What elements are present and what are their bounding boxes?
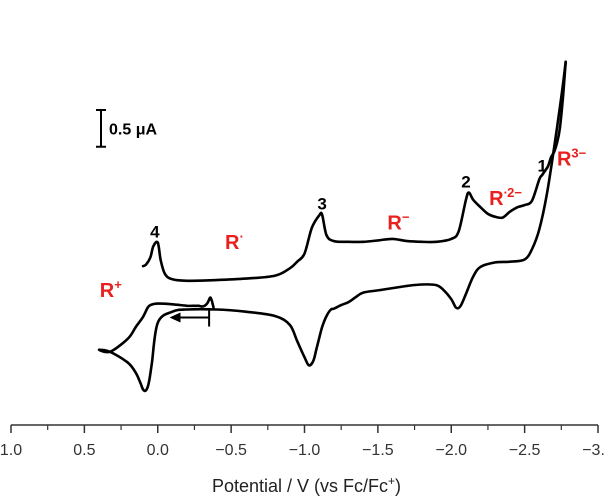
x-tick-label: −1.0 — [289, 442, 321, 459]
arrow-head — [169, 312, 181, 323]
peak-label-4: 4 — [150, 222, 160, 241]
cv-reverse-scan-line — [141, 60, 567, 283]
species-label: R+ — [100, 277, 122, 302]
scale-bar-label: 0.5 μA — [109, 121, 157, 138]
peak-label-1: 1 — [538, 156, 547, 175]
peak-labels: 1 2 3 4 — [150, 156, 547, 241]
x-tick-label: 0.5 — [73, 442, 95, 459]
current-scale-bar: 0.5 μA — [96, 109, 157, 148]
x-axis: 1.0 0.5 0.0 −0.5 −1.0 −1.5 −2.0 −2.5 −3.0 — [0, 424, 605, 459]
peak-label-2: 2 — [461, 172, 470, 191]
species-labels: R3− R∙2− R− R∙ R+ — [100, 145, 587, 302]
x-tick-label: 1.0 — [0, 442, 22, 459]
x-tick-label: 0.0 — [147, 442, 169, 459]
x-tick-label: −1.5 — [362, 442, 394, 459]
scan-direction-arrow — [169, 308, 211, 327]
x-tick-label: −2.0 — [435, 442, 467, 459]
cv-forward-scan-line — [97, 60, 567, 393]
species-label: R∙ — [225, 229, 243, 254]
cv-curves — [97, 60, 567, 393]
species-label: R∙2− — [489, 185, 522, 210]
peak-label-3: 3 — [317, 195, 326, 214]
x-tick-label: −2.5 — [509, 442, 541, 459]
x-tick-label: −3.0 — [582, 442, 605, 459]
x-axis-title: Potential / V (vs Fc/Fc+) — [212, 474, 401, 496]
species-label: R3− — [557, 145, 587, 170]
species-label: R− — [387, 209, 409, 234]
x-tick-label: −0.5 — [215, 442, 247, 459]
